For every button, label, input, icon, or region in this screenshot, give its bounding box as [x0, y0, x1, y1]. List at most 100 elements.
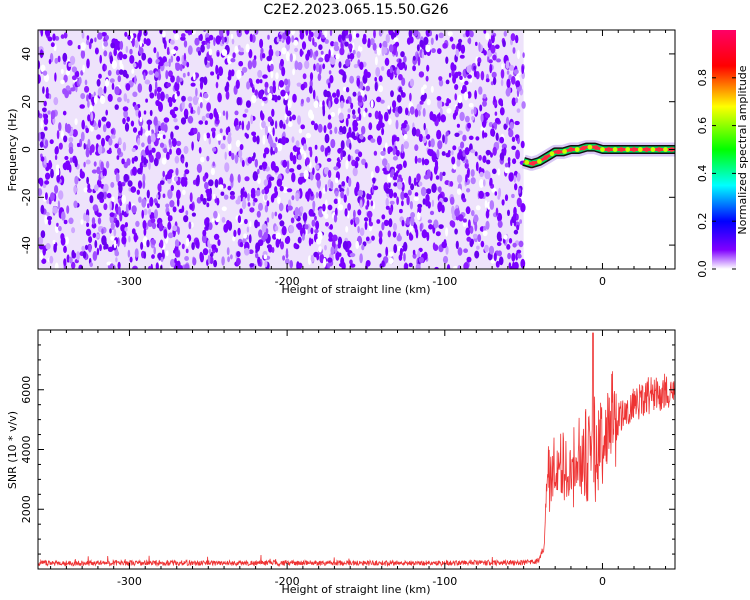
spectrogram-cell	[497, 168, 501, 176]
spectrogram-cell	[184, 263, 190, 269]
spectrogram-cell	[333, 166, 339, 171]
spectrogram-cell	[187, 71, 190, 77]
x-tick-label: -200	[275, 275, 300, 288]
spectrogram-cell	[87, 100, 90, 108]
spectrogram-cell	[499, 152, 505, 161]
spectrogram-cell	[348, 43, 353, 50]
spectrogram-cell	[223, 194, 229, 200]
spectrogram-cell	[153, 246, 156, 255]
spectrogram-cell	[504, 162, 509, 168]
spectrogram-cell	[109, 201, 112, 211]
spectrogram-cell	[209, 256, 214, 265]
signal-point	[593, 145, 599, 151]
spectrogram-cell	[511, 252, 516, 262]
spectrogram-cell	[342, 86, 347, 92]
spectrogram-cell	[368, 122, 373, 131]
spectrogram-cell	[516, 197, 522, 208]
spectrogram-cell	[318, 57, 324, 63]
y-tick-label: 2000	[20, 495, 33, 523]
spectrogram-cell	[132, 127, 138, 133]
spectrogram-cell	[146, 119, 153, 126]
spectrogram-cell	[174, 250, 180, 258]
spectrogram-cell	[44, 139, 49, 147]
spectrogram-cell	[463, 248, 468, 253]
spectrogram-cell	[174, 33, 180, 41]
spectrogram-cell	[485, 220, 490, 230]
spectrogram-cell	[510, 33, 516, 42]
spectrogram-cell	[459, 54, 465, 59]
spectrogram-cell	[198, 147, 202, 154]
spectrogram-cell	[521, 101, 526, 109]
spectrogram-cell	[244, 108, 249, 114]
spectrogram-cell	[323, 257, 327, 268]
spectrogram-cell	[40, 230, 46, 239]
spectrogram-cell	[117, 261, 121, 269]
spectrogram-cell	[485, 78, 490, 83]
spectrogram-cell	[468, 30, 472, 37]
spectrogram-cell	[393, 37, 399, 42]
signal-point	[600, 147, 605, 152]
spectrogram-cell	[275, 232, 281, 240]
spectrogram-cell	[296, 222, 303, 230]
spectrogram-cell	[308, 237, 312, 247]
spectrogram-cell	[431, 48, 436, 54]
spectrogram-cell	[330, 112, 336, 117]
spectrogram-cell	[272, 127, 275, 137]
spectrogram-cell	[211, 244, 217, 250]
spectrogram-cell	[249, 33, 253, 43]
spectrogram-cell	[333, 214, 338, 223]
spectrogram-cell	[264, 204, 269, 213]
spectrogram-cell	[101, 137, 105, 147]
spectrogram-cell	[281, 66, 286, 77]
spectrogram-cell	[297, 262, 303, 269]
spectrogram-cell	[162, 35, 166, 44]
spectrogram-cell	[86, 58, 90, 69]
spectrogram-cell	[44, 215, 48, 225]
spectrogram-cell	[252, 201, 256, 207]
spectrogram-cell	[264, 260, 268, 268]
spectrogram-cell	[62, 110, 67, 116]
spectrogram-cell	[73, 200, 78, 209]
spectrogram-cell	[381, 214, 386, 220]
spectrogram-cell	[253, 55, 257, 60]
spectrogram-cell	[176, 75, 181, 84]
spectrogram-cell	[155, 151, 161, 160]
spectrogram-cell	[101, 116, 107, 122]
spectrogram-cell	[68, 62, 72, 67]
spectrogram-cell	[409, 78, 415, 87]
signal-point	[581, 145, 586, 151]
spectrogram-cell	[293, 242, 298, 249]
spectrogram-cell	[351, 131, 356, 139]
spectrogram-cell	[389, 66, 393, 74]
spectrogram-cell	[268, 134, 272, 144]
spectrogram-cell	[268, 92, 273, 101]
spectrogram-cell	[267, 126, 272, 133]
spectrogram-cell	[484, 200, 488, 209]
spectrogram-cell	[355, 156, 360, 162]
spectrogram-x-axis-label: Height of straight line (km)	[281, 283, 430, 296]
spectrogram-cell	[268, 48, 274, 58]
spectrogram-cell	[489, 200, 495, 210]
spectrogram-cell	[492, 76, 497, 86]
spectrogram-cell	[330, 41, 335, 47]
spectrogram-cell	[238, 60, 244, 67]
spectrogram-cell	[340, 256, 345, 266]
spectrogram-cell	[475, 136, 480, 141]
spectrogram-cell	[467, 38, 472, 44]
spectrogram-cell	[419, 223, 423, 232]
spectrogram-cell	[297, 115, 301, 125]
spectrogram-cell	[269, 45, 272, 50]
spectrogram-cell	[392, 100, 397, 109]
spectrogram-cell	[184, 256, 190, 261]
spectrogram-cell	[407, 189, 412, 196]
spectrogram-cell	[130, 120, 135, 127]
spectrogram-cell	[416, 44, 420, 52]
spectrogram-cell	[145, 38, 151, 46]
spectrogram-cell	[192, 95, 199, 106]
spectrogram-cell	[226, 219, 231, 229]
spectrogram-cell	[237, 195, 241, 203]
spectrogram-cell	[154, 71, 159, 78]
spectrogram-cell	[492, 168, 497, 175]
spectrogram-cell	[149, 92, 155, 99]
spectrogram-cell	[513, 175, 517, 183]
